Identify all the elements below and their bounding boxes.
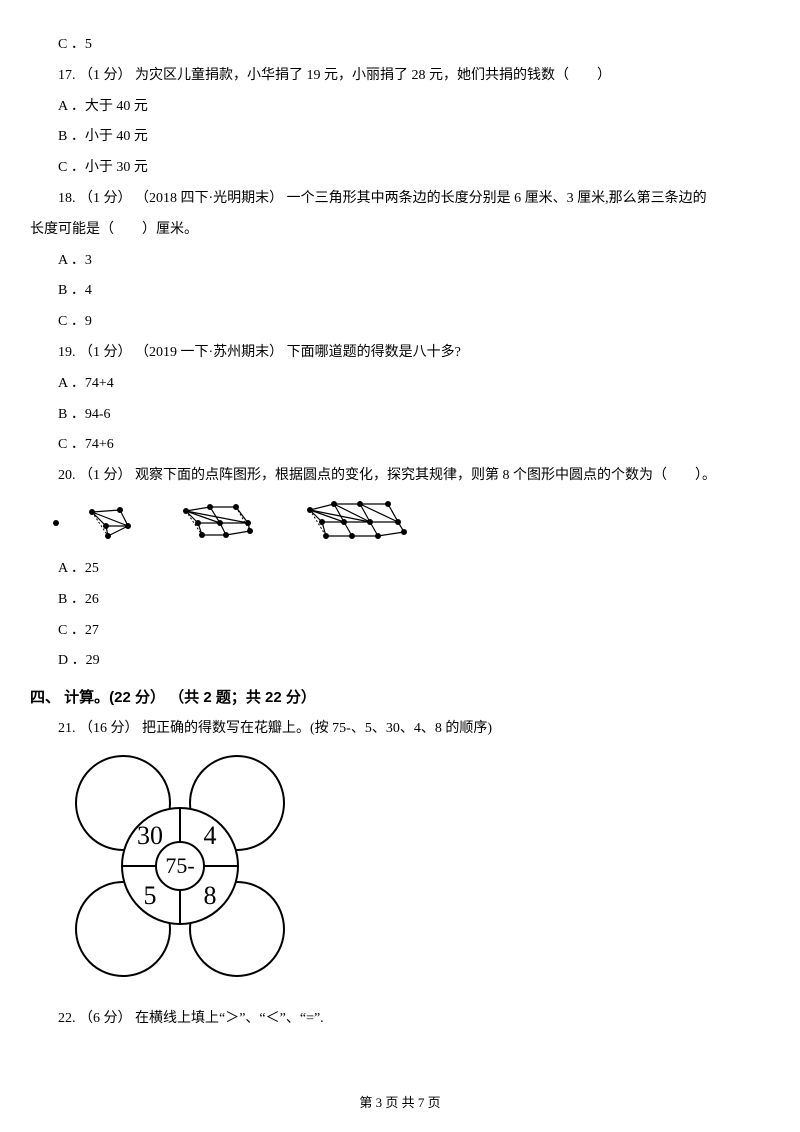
q20-stem: 20. （1 分） 观察下面的点阵图形，根据圆点的变化，探究其规律，则第 8 个… (30, 461, 770, 492)
q19-option-b: B ．94-6 (30, 400, 770, 431)
q20-pattern-row (30, 500, 770, 546)
q18-option-a: A ．3 (30, 246, 770, 277)
q22-stem: 22. （6 分） 在横线上填上“＞”、“＜”、“=”. (30, 1004, 770, 1035)
q20-option-c: C ．27 (30, 616, 770, 647)
q18-option-c: C ．9 (30, 307, 770, 338)
q19-option-c: C ．74+6 (30, 430, 770, 461)
section-4-header: 四、 计算。(22 分） （共 2 题；共 22 分） (30, 681, 770, 714)
q18-stem-line1: 18. （1 分） （2018 四下·光明期末） 一个三角形其中两条边的长度分别… (30, 184, 770, 215)
q20-pattern-1 (50, 517, 62, 529)
q16-option-c: C ．5 (30, 30, 770, 61)
q20-option-d: D ．29 (30, 646, 770, 677)
svg-text:4: 4 (204, 821, 217, 850)
q20-pattern-3 (180, 503, 280, 543)
q17-stem: 17. （1 分） 为灾区儿童捐款，小华捐了 19 元，小丽捐了 28 元，她们… (30, 61, 770, 92)
svg-text:30: 30 (137, 821, 163, 850)
q17-option-c: C ．小于 30 元 (30, 153, 770, 184)
svg-text:75-: 75- (165, 853, 194, 878)
q18-option-b: B ．4 (30, 276, 770, 307)
q21-flower-diagram: 75-30 4 5 8 (30, 751, 770, 994)
q19-option-a: A ．74+4 (30, 369, 770, 400)
svg-text:5: 5 (144, 881, 157, 910)
q20-pattern-4 (304, 500, 434, 546)
q17-option-a: A ．大于 40 元 (30, 92, 770, 123)
q21-stem: 21. （16 分） 把正确的得数写在花瓣上。(按 75-、5、30、4、8 的… (30, 714, 770, 745)
q17-option-b: B ．小于 40 元 (30, 122, 770, 153)
page-footer: 第 3 页 共 7 页 (0, 1089, 800, 1118)
q20-pattern-2 (86, 506, 156, 540)
q20-option-b: B ．26 (30, 585, 770, 616)
svg-text:8: 8 (204, 881, 217, 910)
q19-stem: 19. （1 分） （2019 一下·苏州期末） 下面哪道题的得数是八十多? (30, 338, 770, 369)
q20-option-a: A ．25 (30, 554, 770, 585)
q18-stem-line2: 长度可能是（ ）厘米。 (30, 215, 770, 246)
